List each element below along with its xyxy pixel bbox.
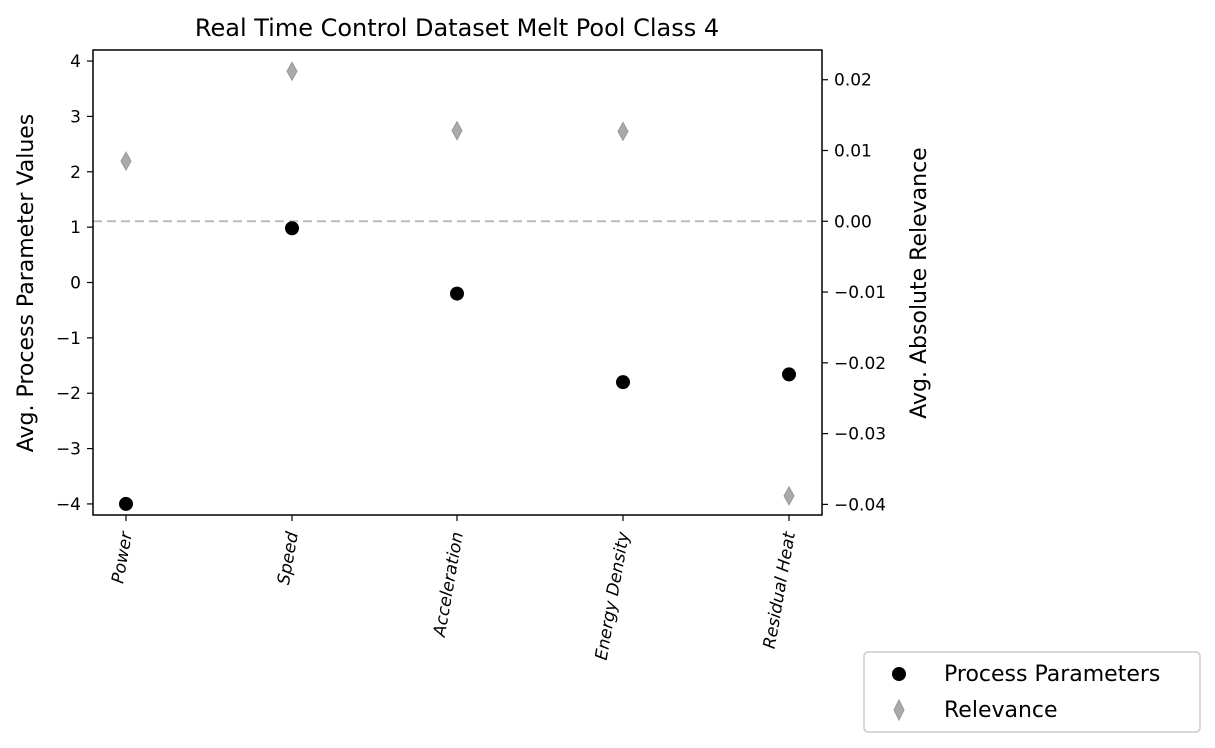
process-parameter-point: [285, 221, 299, 236]
chart-title: Real Time Control Dataset Melt Pool Clas…: [195, 14, 719, 42]
x-tick-label: Acceleration: [430, 530, 468, 639]
left-tick-label: 3: [70, 107, 81, 127]
process-parameter-point: [450, 286, 464, 301]
plot-frame: [92, 49, 823, 516]
relevance-point: [120, 151, 132, 172]
legend-label-process-parameters: Process Parameters: [944, 662, 1160, 687]
left-tick-label: −1: [56, 329, 81, 349]
legend-marker-process-parameters: [892, 667, 906, 681]
left-tick-label: −3: [56, 440, 81, 460]
left-axis-ticks: 4 3 2 1 0 −1 −2 −3 −4: [56, 52, 93, 515]
legend-box: [863, 651, 1201, 733]
relevance-point: [451, 120, 463, 141]
legend: Process Parameters Relevance: [863, 651, 1201, 733]
x-axis-ticks: Power Speed Acceleration Energy Density Resi…: [108, 515, 800, 662]
right-tick-label: −0.04: [834, 495, 886, 515]
x-tick-label: Power: [108, 529, 137, 585]
process-parameter-point: [119, 496, 133, 511]
x-tick-label: Speed: [274, 530, 303, 586]
relevance-point: [286, 61, 298, 82]
left-axis-label: Avg. Process Parameter Values: [14, 114, 39, 453]
right-tick-label: −0.01: [834, 283, 886, 303]
right-tick-label: 0.00: [834, 212, 872, 232]
left-tick-label: 4: [70, 52, 81, 72]
process-parameter-point: [782, 367, 796, 382]
left-tick-label: 1: [70, 218, 81, 238]
right-tick-label: 0.02: [834, 71, 872, 91]
left-tick-label: 2: [70, 163, 81, 183]
left-tick-label: −4: [56, 495, 81, 515]
left-tick-label: 0: [70, 274, 81, 294]
chart-marks: [119, 61, 796, 511]
right-axis-label: Avg. Absolute Relevance: [907, 147, 932, 418]
legend-label-relevance: Relevance: [944, 698, 1058, 723]
right-tick-label: −0.03: [834, 425, 886, 445]
x-tick-label: Energy Density: [592, 529, 634, 661]
right-tick-label: −0.02: [834, 354, 886, 374]
relevance-point: [783, 485, 795, 506]
relevance-point: [617, 121, 629, 142]
right-tick-label: 0.01: [834, 142, 872, 162]
left-tick-label: −2: [56, 384, 81, 404]
legend-marker-relevance: [893, 698, 905, 722]
x-tick-label: Residual Heat: [760, 529, 800, 650]
right-axis-ticks: 0.02 0.01 0.00 −0.01 −0.02 −0.03 −0.04: [822, 71, 886, 515]
process-parameter-point: [616, 375, 630, 390]
